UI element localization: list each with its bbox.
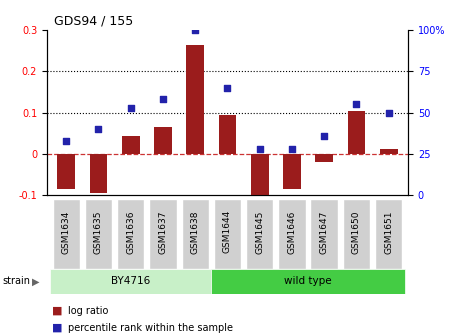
Bar — [251, 154, 269, 197]
FancyBboxPatch shape — [149, 199, 177, 269]
Text: ■: ■ — [52, 323, 62, 333]
Text: GSM1634: GSM1634 — [62, 210, 71, 254]
Point — [159, 97, 166, 102]
Point — [224, 85, 231, 91]
Text: GSM1646: GSM1646 — [287, 210, 296, 254]
Text: GSM1638: GSM1638 — [191, 210, 200, 254]
Point — [385, 110, 393, 115]
Bar — [315, 154, 333, 162]
Text: ■: ■ — [52, 306, 62, 316]
FancyBboxPatch shape — [85, 199, 112, 269]
Bar — [122, 136, 140, 154]
Text: GSM1650: GSM1650 — [352, 210, 361, 254]
Point — [288, 146, 295, 152]
Text: GSM1651: GSM1651 — [384, 210, 393, 254]
FancyBboxPatch shape — [212, 269, 405, 294]
Text: GSM1647: GSM1647 — [320, 210, 329, 254]
FancyBboxPatch shape — [246, 199, 273, 269]
Point — [320, 133, 328, 138]
FancyBboxPatch shape — [278, 199, 306, 269]
Point — [95, 126, 102, 132]
Text: GDS94 / 155: GDS94 / 155 — [54, 15, 133, 28]
Text: GSM1635: GSM1635 — [94, 210, 103, 254]
Bar — [186, 45, 204, 154]
Text: strain: strain — [2, 277, 30, 286]
Bar — [348, 111, 365, 154]
Bar — [90, 154, 107, 193]
Text: ▶: ▶ — [32, 277, 39, 286]
Text: wild type: wild type — [284, 277, 332, 286]
Text: log ratio: log ratio — [68, 306, 108, 316]
Point — [127, 105, 135, 110]
Point — [256, 146, 264, 152]
Text: GSM1644: GSM1644 — [223, 210, 232, 253]
Text: percentile rank within the sample: percentile rank within the sample — [68, 323, 233, 333]
FancyBboxPatch shape — [50, 269, 212, 294]
Bar — [380, 149, 398, 154]
Text: GSM1637: GSM1637 — [159, 210, 167, 254]
FancyBboxPatch shape — [117, 199, 144, 269]
FancyBboxPatch shape — [53, 199, 80, 269]
Bar — [283, 154, 301, 189]
FancyBboxPatch shape — [375, 199, 402, 269]
Bar — [154, 127, 172, 154]
Text: BY4716: BY4716 — [111, 277, 151, 286]
Bar — [57, 154, 75, 189]
Point — [353, 101, 360, 107]
Point — [191, 28, 199, 33]
Point — [62, 138, 70, 143]
FancyBboxPatch shape — [214, 199, 241, 269]
Text: GSM1645: GSM1645 — [255, 210, 264, 254]
FancyBboxPatch shape — [310, 199, 338, 269]
Bar — [219, 115, 236, 154]
FancyBboxPatch shape — [343, 199, 370, 269]
FancyBboxPatch shape — [182, 199, 209, 269]
Text: GSM1636: GSM1636 — [126, 210, 135, 254]
